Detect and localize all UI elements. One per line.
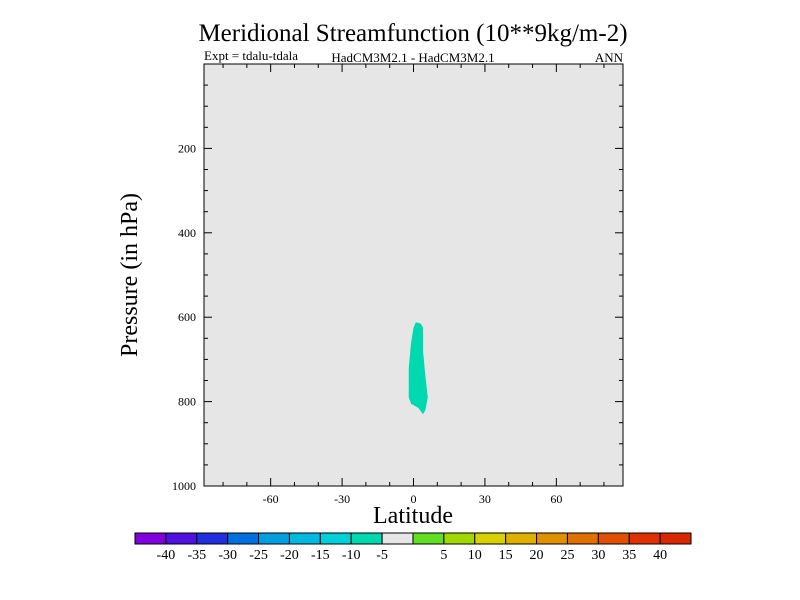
contour-layer — [408, 322, 428, 415]
colorbar-label: -40 — [157, 548, 176, 563]
colorbar-label: 10 — [468, 548, 482, 563]
chart-title: Meridional Streamfunction (10**9kg/m-2) — [198, 20, 627, 47]
colorbar-label: 35 — [622, 548, 636, 563]
colorbar-label: -20 — [280, 548, 299, 563]
colorbar-label: 25 — [560, 548, 574, 563]
colorbar-swatch — [288, 532, 321, 545]
x-tick-label: -60 — [263, 492, 279, 506]
x-tick-label: 60 — [550, 492, 562, 506]
colorbar-label: 20 — [530, 548, 544, 563]
colorbar-swatch — [381, 532, 414, 545]
colorbar: -40 -35 -30 -25 -20 -15 -10 -5 5 10 15 20 25 30 35 40 — [134, 532, 692, 563]
colorbar-label: 5 — [440, 548, 447, 563]
x-tick-label: -30 — [334, 492, 350, 506]
colorbar-swatch — [443, 532, 476, 545]
subtitle-center: HadCM3M2.1 - HadCM3M2.1 — [331, 50, 494, 65]
y-axis-label: Pressure (in hPa) — [117, 193, 143, 357]
filled-contour-region — [408, 322, 428, 415]
colorbar-swatch — [134, 532, 167, 545]
colorbar-swatch — [505, 532, 538, 545]
y-tick-label: 400 — [178, 226, 196, 240]
colorbar-swatch — [566, 532, 599, 545]
colorbar-swatch — [474, 532, 507, 545]
x-tick-label: 0 — [411, 492, 417, 506]
colorbar-label: 30 — [591, 548, 605, 563]
colorbar-label: -10 — [342, 548, 361, 563]
colorbar-swatch — [659, 532, 692, 545]
colorbar-swatch — [227, 532, 260, 545]
subtitle-right: ANN — [595, 50, 624, 65]
colorbar-swatch — [412, 532, 445, 545]
colorbar-label: -35 — [187, 548, 206, 563]
colorbar-swatch — [165, 532, 198, 545]
plot-area — [203, 63, 624, 487]
colorbar-swatch — [258, 532, 290, 545]
colorbar-label: 15 — [499, 548, 513, 563]
colorbar-label: -15 — [311, 548, 330, 563]
colorbar-label: -30 — [218, 548, 237, 563]
axis-ticks: -60 -30 0 30 60 200 400 600 800 1000 — [172, 64, 623, 506]
x-tick-label: 30 — [479, 492, 491, 506]
colorbar-swatch — [597, 532, 630, 545]
colorbar-label: -5 — [376, 548, 388, 563]
y-tick-label: 200 — [178, 141, 196, 155]
y-tick-label: 600 — [178, 310, 196, 324]
colorbar-label: 40 — [653, 548, 667, 563]
colorbar-swatch — [536, 532, 568, 545]
colorbar-swatch — [628, 532, 661, 545]
y-tick-label: 1000 — [172, 479, 196, 493]
colorbar-swatch — [196, 532, 229, 545]
x-axis-label: Latitude — [373, 503, 453, 529]
colorbar-swatch — [350, 532, 383, 545]
y-tick-label: 800 — [178, 395, 196, 409]
colorbar-swatch — [319, 532, 352, 545]
subtitle-left: Expt = tdalu-tdala — [204, 48, 298, 63]
colorbar-label: -25 — [249, 548, 268, 563]
